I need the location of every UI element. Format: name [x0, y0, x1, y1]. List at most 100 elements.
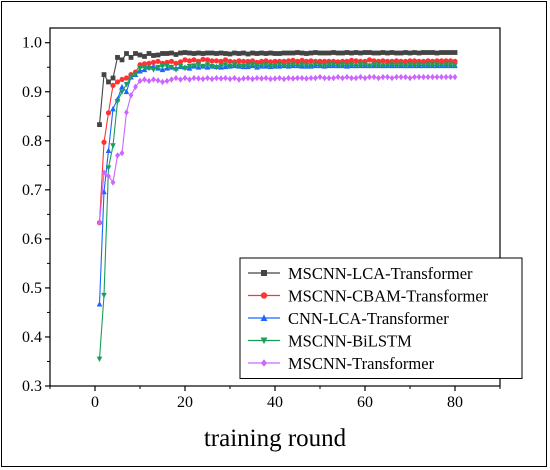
data-point — [353, 63, 359, 69]
data-point — [344, 50, 350, 55]
data-point — [376, 74, 381, 82]
data-point — [105, 147, 112, 154]
data-point — [151, 76, 156, 83]
data-point — [434, 73, 440, 81]
data-point — [146, 77, 152, 85]
series-mscnn-lca-transformer — [97, 50, 458, 128]
data-point — [420, 62, 427, 69]
data-point — [371, 58, 377, 64]
data-point — [168, 58, 175, 64]
data-point — [313, 50, 318, 55]
data-point — [164, 51, 170, 56]
data-point — [110, 143, 116, 149]
data-point — [281, 58, 287, 64]
data-point — [101, 139, 107, 145]
data-point — [447, 58, 454, 64]
data-point — [312, 62, 319, 68]
data-point — [304, 75, 309, 82]
data-point — [205, 50, 210, 56]
data-point — [133, 83, 138, 91]
data-point — [290, 75, 296, 82]
data-point — [317, 50, 323, 56]
data-point — [362, 62, 368, 68]
data-point — [214, 74, 219, 82]
data-point — [425, 50, 431, 55]
data-point — [204, 57, 211, 63]
data-point — [411, 58, 418, 64]
data-point — [240, 58, 247, 64]
data-point — [366, 57, 373, 63]
data-point — [155, 58, 161, 64]
data-point — [209, 75, 215, 83]
data-point — [200, 63, 206, 70]
data-point — [151, 53, 156, 58]
data-point — [213, 64, 220, 71]
data-point — [119, 76, 125, 83]
data-point — [232, 74, 237, 82]
data-point — [128, 74, 134, 81]
data-point — [353, 58, 359, 64]
data-point — [443, 73, 449, 81]
data-point — [434, 62, 440, 68]
data-point — [96, 301, 103, 307]
data-point — [358, 50, 363, 56]
data-point — [142, 54, 147, 59]
data-point — [173, 74, 179, 82]
x-tick-label: 80 — [447, 394, 463, 411]
data-point — [123, 81, 130, 88]
data-point — [326, 74, 332, 82]
data-point — [389, 74, 395, 82]
data-point — [191, 51, 197, 56]
data-point — [250, 50, 255, 56]
data-point — [110, 179, 116, 186]
legend-marker — [260, 292, 268, 299]
data-point — [191, 74, 197, 82]
data-point — [285, 58, 292, 64]
data-point — [227, 75, 233, 83]
data-point — [389, 50, 395, 55]
y-tick-label: 1.0 — [22, 35, 42, 52]
data-point — [452, 62, 458, 69]
data-point — [308, 63, 314, 69]
data-point — [231, 62, 238, 68]
data-point — [348, 62, 355, 68]
data-point — [137, 52, 143, 58]
data-point — [375, 62, 382, 68]
data-point — [402, 58, 409, 64]
data-point — [191, 63, 197, 69]
data-point — [394, 73, 399, 81]
data-point — [114, 79, 121, 85]
legend-item: MSCNN-CBAM-Transformer — [248, 287, 489, 306]
data-point — [254, 74, 260, 82]
data-point — [146, 51, 152, 56]
data-point — [335, 59, 341, 65]
data-point — [416, 62, 422, 68]
data-point — [448, 73, 453, 81]
data-point — [250, 75, 255, 83]
data-point — [358, 73, 363, 81]
data-point — [308, 58, 314, 64]
data-point — [169, 50, 174, 56]
data-point — [263, 62, 269, 68]
data-point — [222, 57, 229, 63]
data-point — [394, 50, 399, 56]
data-point — [295, 74, 300, 82]
data-point — [403, 73, 408, 81]
data-point — [186, 63, 193, 70]
data-point — [439, 50, 444, 55]
data-point — [227, 63, 233, 70]
data-point — [344, 58, 350, 64]
data-point — [353, 50, 359, 55]
data-point — [299, 50, 305, 56]
data-point — [321, 58, 328, 64]
data-point — [137, 77, 143, 85]
data-point — [187, 50, 192, 56]
data-point — [115, 152, 120, 159]
y-tick-label: 0.3 — [22, 378, 42, 395]
data-point — [119, 149, 125, 157]
data-point — [398, 62, 404, 68]
data-point — [182, 65, 188, 72]
data-point — [425, 62, 431, 68]
legend-box — [239, 257, 523, 379]
data-point — [240, 63, 247, 70]
